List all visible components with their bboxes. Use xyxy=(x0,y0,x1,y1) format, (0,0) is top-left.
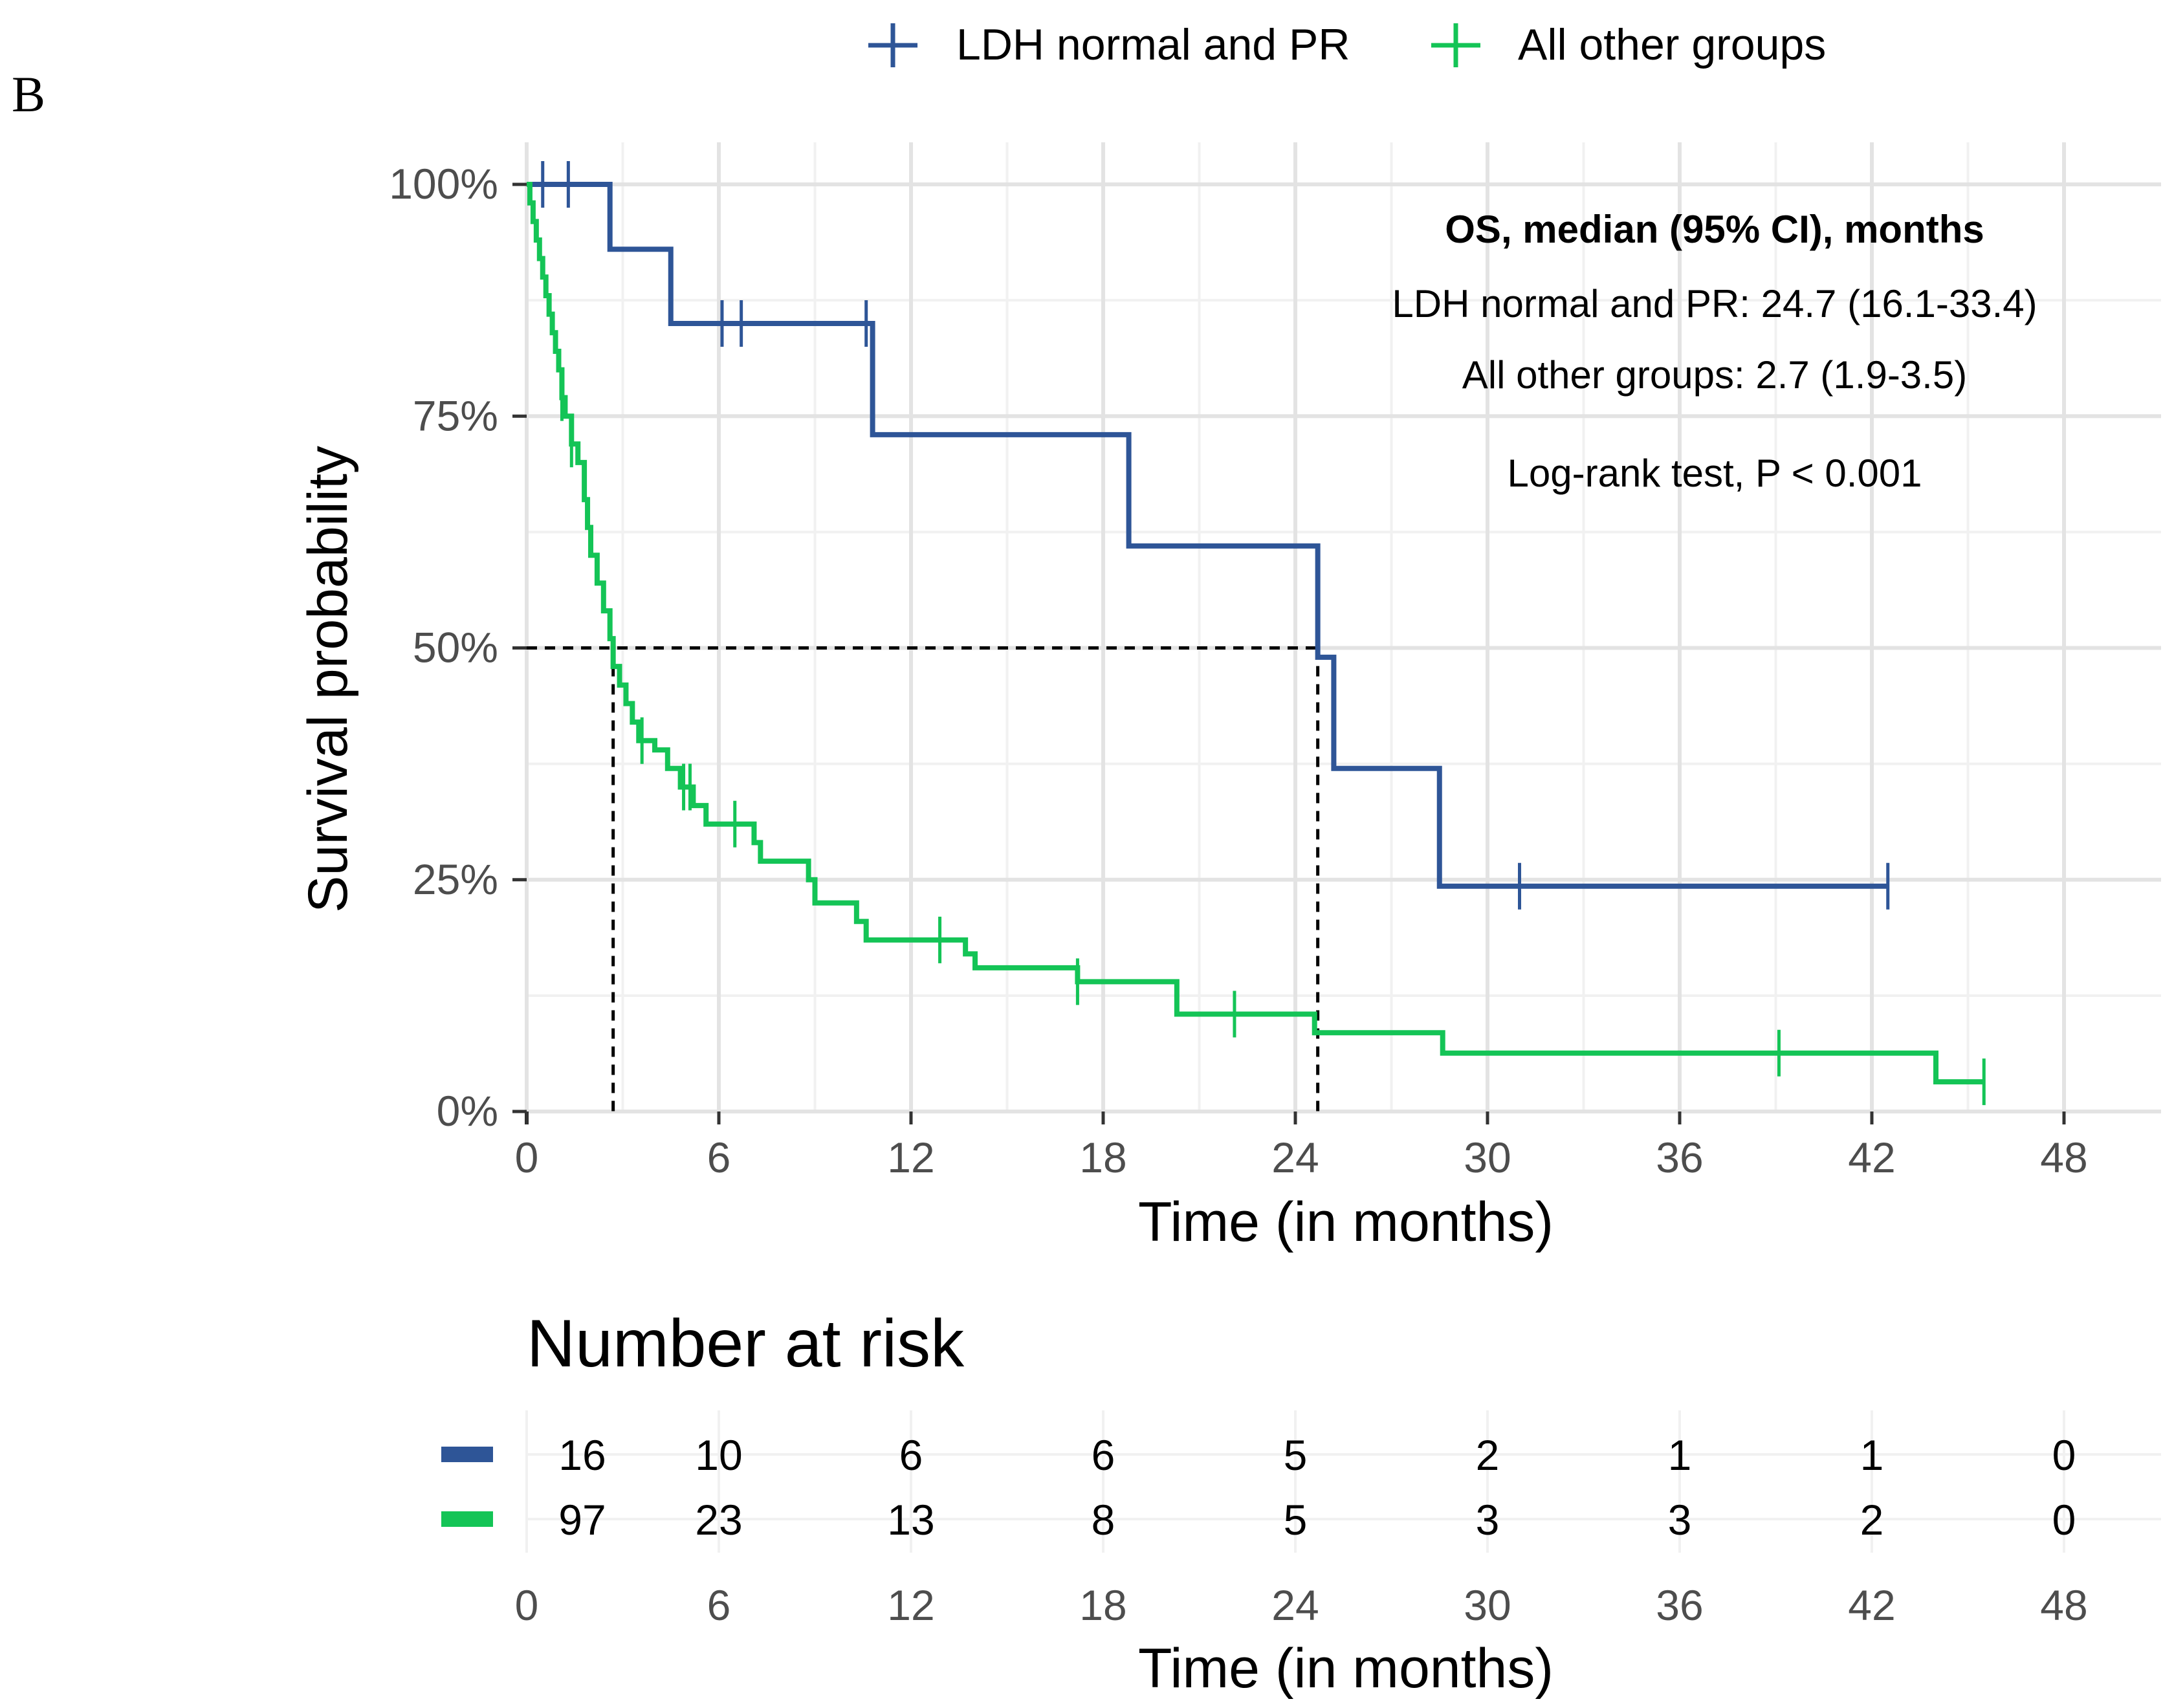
legend: LDH normal and PR All other groups xyxy=(868,20,1826,69)
risk-count-ldh: 16 xyxy=(558,1431,606,1479)
annotation-heading: OS, median (95% CI), months xyxy=(1445,208,1984,251)
y-tick-labels: 0% 25% 50% 75% 100% xyxy=(389,160,498,1135)
risk-count-other: 3 xyxy=(1476,1496,1500,1544)
panel-label: B xyxy=(12,66,45,122)
x-tick-label: 36 xyxy=(1656,1133,1703,1181)
risk-time-label: 48 xyxy=(2040,1581,2087,1629)
x-tick-label: 48 xyxy=(2040,1133,2087,1181)
risk-count-other: 0 xyxy=(2052,1496,2076,1544)
risk-time-label: 18 xyxy=(1079,1581,1126,1629)
y-tick-label: 25% xyxy=(413,855,498,903)
risk-count-ldh: 1 xyxy=(1860,1431,1884,1479)
risk-time-label: 6 xyxy=(707,1581,731,1629)
risk-x-axis-title: Time (in months) xyxy=(1138,1637,1554,1700)
x-tick-label: 12 xyxy=(887,1133,934,1181)
risk-count-other: 23 xyxy=(695,1496,742,1544)
axes xyxy=(512,182,2066,1124)
risk-count-ldh: 5 xyxy=(1284,1431,1308,1479)
risk-time-label: 0 xyxy=(515,1581,539,1629)
grid-minor xyxy=(527,142,2161,1111)
risk-count-other: 13 xyxy=(887,1496,934,1544)
y-tick-label: 100% xyxy=(389,160,498,208)
risk-count-other: 5 xyxy=(1284,1496,1308,1544)
risk-time-label: 24 xyxy=(1271,1581,1319,1629)
y-axis-title: Survival probability xyxy=(297,446,359,913)
legend-key-other xyxy=(1431,23,1480,67)
km-plot-area: 0% 25% 50% 75% 100% 0 6 12 18 24 30 36 42 48 xyxy=(389,142,2161,1181)
risk-count-other: 97 xyxy=(558,1496,606,1544)
x-tick-label: 18 xyxy=(1079,1133,1126,1181)
x-tick-labels: 0 6 12 18 24 30 36 42 48 xyxy=(515,1133,2088,1181)
legend-label-other: All other groups xyxy=(1518,20,1826,69)
risk-time-label: 30 xyxy=(1464,1581,1511,1629)
legend-label-ldh: LDH normal and PR xyxy=(956,20,1350,69)
curve-ldh xyxy=(527,182,1888,889)
x-axis-title: Time (in months) xyxy=(1138,1191,1554,1253)
risk-count-ldh: 1 xyxy=(1668,1431,1692,1479)
annotation-logrank: Log-rank test, P < 0.001 xyxy=(1508,452,1922,495)
risk-count-ldh: 6 xyxy=(1092,1431,1115,1479)
x-tick-label: 24 xyxy=(1271,1133,1319,1181)
y-tick-label: 0% xyxy=(437,1087,498,1135)
risk-count-ldh: 10 xyxy=(695,1431,742,1479)
risk-row-other: 97 23 13 8 5 3 3 2 0 xyxy=(558,1496,2076,1544)
legend-key-ldh xyxy=(868,23,917,67)
risk-count-ldh: 6 xyxy=(899,1431,923,1479)
median-annotation: OS, median (95% CI), months LDH normal a… xyxy=(1392,208,2037,495)
x-tick-label: 42 xyxy=(1848,1133,1895,1181)
risk-key-other xyxy=(441,1511,493,1527)
x-tick-label: 30 xyxy=(1464,1133,1511,1181)
x-tick-label: 0 xyxy=(515,1133,539,1181)
grid-major xyxy=(525,142,2161,1113)
y-tick-label: 75% xyxy=(413,391,498,439)
risk-count-other: 8 xyxy=(1092,1496,1115,1544)
annotation-ldh-median: LDH normal and PR: 24.7 (16.1-33.4) xyxy=(1392,282,2037,325)
survival-curves xyxy=(527,161,1986,1106)
risk-table-grid xyxy=(525,1410,2161,1553)
annotation-other-median: All other groups: 2.7 (1.9-3.5) xyxy=(1462,353,1967,397)
x-tick-label: 6 xyxy=(707,1133,731,1181)
risk-count-other: 3 xyxy=(1668,1496,1692,1544)
curve-other xyxy=(527,182,1984,1085)
risk-key-ldh xyxy=(441,1447,493,1462)
risk-time-label: 36 xyxy=(1656,1581,1703,1629)
risk-table: Number at risk 16 10 6 6 5 2 1 1 0 97 23 13 8 5 3 3 2 0 … xyxy=(441,1306,2161,1700)
risk-count-ldh: 0 xyxy=(2052,1431,2076,1479)
y-tick-label: 50% xyxy=(413,624,498,672)
risk-row-ldh: 16 10 6 6 5 2 1 1 0 xyxy=(558,1431,2076,1479)
risk-count-ldh: 2 xyxy=(1476,1431,1500,1479)
risk-time-label: 42 xyxy=(1848,1581,1895,1629)
risk-count-other: 2 xyxy=(1860,1496,1884,1544)
risk-table-title: Number at risk xyxy=(527,1306,965,1381)
risk-time-labels: 0 6 12 18 24 30 36 42 48 xyxy=(515,1581,2088,1629)
risk-time-label: 12 xyxy=(887,1581,934,1629)
